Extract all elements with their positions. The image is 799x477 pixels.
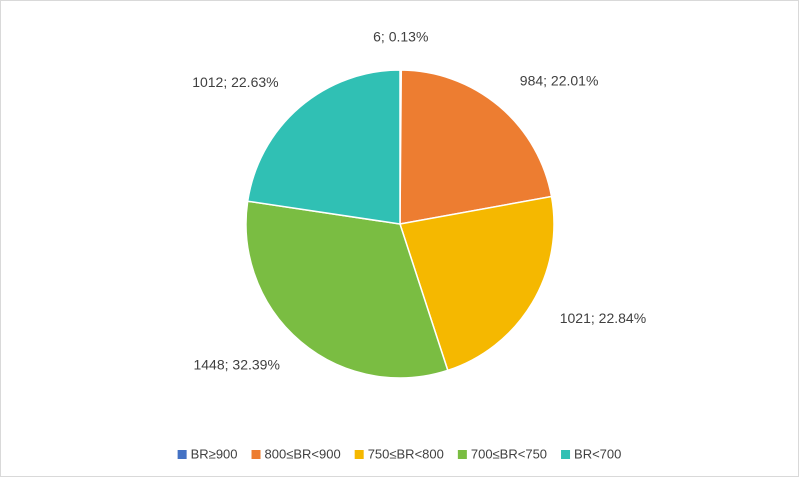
legend-marker xyxy=(177,450,187,459)
pie-slice xyxy=(399,69,553,225)
legend-label: 700≤BR<750 xyxy=(471,446,547,461)
data-label: 984; 22.01% xyxy=(520,72,599,88)
legend-marker xyxy=(457,450,467,459)
legend-label: 800≤BR<900 xyxy=(265,446,341,461)
legend-marker xyxy=(354,450,364,459)
data-label: 6; 0.13% xyxy=(373,29,428,45)
legend: BR≥900 800≤BR<900 750≤BR<800 700≤BR<750 BR<7… xyxy=(177,446,621,461)
legend-label: BR<700 xyxy=(574,446,621,461)
pie-slice xyxy=(399,195,555,372)
legend-marker xyxy=(561,450,571,459)
data-label: 1012; 22.63% xyxy=(192,74,278,90)
data-label: 1021; 22.84% xyxy=(560,310,646,326)
data-label: 1448; 32.39% xyxy=(193,357,279,373)
pie-slice xyxy=(245,200,449,379)
legend-label: BR≥900 xyxy=(191,446,238,461)
pie-slice xyxy=(246,69,401,225)
legend-marker xyxy=(251,450,261,459)
legend-label: 750≤BR<800 xyxy=(368,446,444,461)
